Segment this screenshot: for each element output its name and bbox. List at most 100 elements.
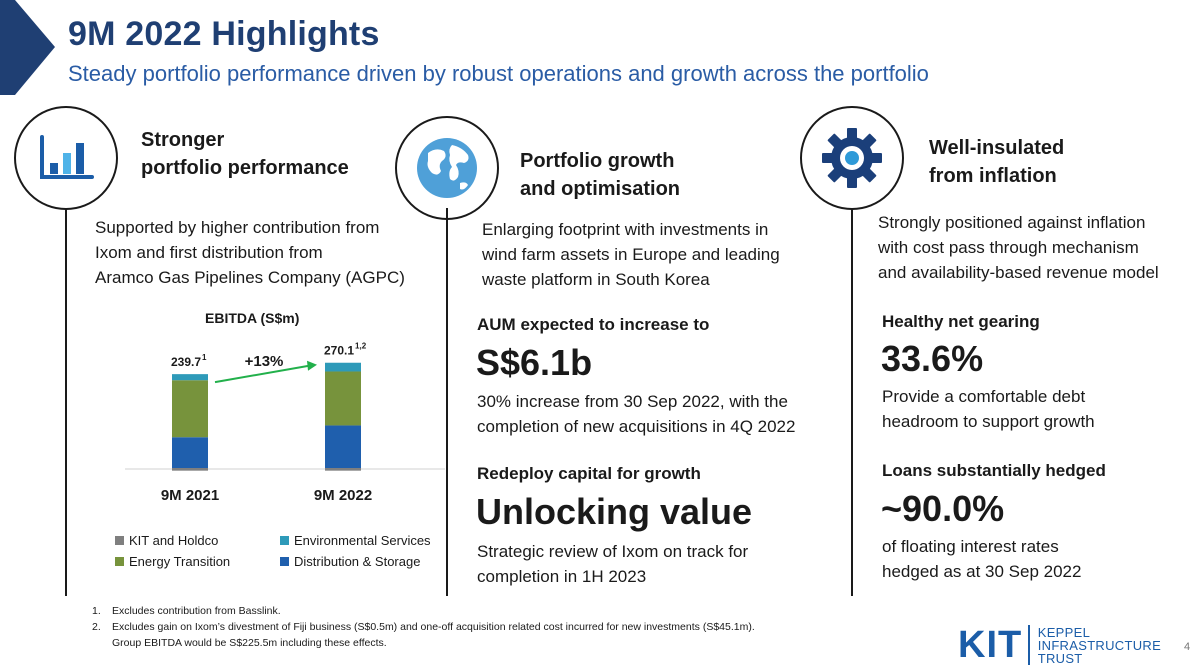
category-label: 9M 2021 [161, 487, 219, 504]
gearing-value: 33.6% [881, 338, 984, 379]
unlocking-value-text: Unlocking value [476, 491, 753, 532]
legend-item-environmental-services: Environmental Services [280, 533, 431, 548]
page-title: 9M 2022 Highlights [68, 15, 380, 53]
column-2-heading: Portfolio growth and optimisation [520, 147, 680, 203]
bar-total-superscript: 1 [202, 353, 207, 362]
bar-total-label: 270.1 [324, 344, 354, 358]
bar-segment [325, 371, 361, 426]
column-3-icon-circle [800, 106, 904, 210]
footnote-number: 2. [92, 621, 101, 633]
page-subtitle: Steady portfolio performance driven by r… [68, 61, 929, 86]
legend-item-kit-holdco: KIT and Holdco [115, 533, 218, 548]
aum-label: AUM expected to increase to [477, 315, 710, 334]
column-3-heading: Well-insulated from inflation [929, 134, 1064, 190]
legend-label: KIT and Holdco [129, 533, 219, 548]
column-1-heading-line2: portfolio performance [141, 157, 349, 179]
column-2-text-line: Enlarging footprint with investments in [482, 220, 769, 239]
bar-total-superscript: 1,2 [355, 342, 367, 351]
footnote-text: Excludes gain on Ixom’s divestment of Fi… [112, 621, 755, 633]
column-2-text-line: wind farm assets in Europe and leading [482, 245, 780, 264]
ebitda-chart: 239.7 1 9M 2021 270.1 1,2 9M 2022 +13% [125, 342, 445, 504]
header-chevron [0, 0, 55, 95]
column-1-text-line: Aramco Gas Pipelines Company (AGPC) [95, 268, 405, 287]
footnote-1: 1. Excludes contribution from Basslink. [92, 603, 755, 619]
hedged-description: of floating interest rates hedged as at … [882, 534, 1081, 584]
hedged-value: ~90.0% [881, 488, 1005, 529]
column-3-divider [851, 208, 853, 596]
bar-segment [172, 437, 208, 468]
bar-segment [325, 362, 361, 372]
growth-label: +13% [245, 353, 284, 370]
gearing-label: Healthy net gearing [882, 312, 1040, 331]
growth-arrow-head [307, 360, 317, 371]
kit-logo: KIT KEPPEL INFRASTRUCTURE TRUST [958, 625, 1161, 665]
footnote-number: 1. [92, 605, 101, 617]
logo-wordmark: KEPPEL INFRASTRUCTURE TRUST [1038, 626, 1161, 665]
column-2-heading-line2: and optimisation [520, 178, 680, 200]
column-2-icon-circle [395, 116, 499, 220]
column-1-text-line: Supported by higher contribution from [95, 218, 380, 237]
logo-divider [1028, 625, 1030, 665]
ixom-review-description: Strategic review of Ixom on track for co… [477, 539, 748, 589]
page-number: 4 [1184, 641, 1191, 653]
aum-description: 30% increase from 30 Sep 2022, with the … [477, 389, 795, 439]
column-1-heading: Stronger portfolio performance [141, 126, 349, 182]
column-1-divider [65, 208, 67, 596]
growth-arrow-line [214, 364, 310, 384]
bar-segment [172, 374, 208, 381]
footnotes: 1. Excludes contribution from Basslink. 2… [92, 603, 755, 651]
legend-swatch [115, 557, 124, 566]
globe-icon [417, 138, 477, 198]
column-3-heading-line1: Well-insulated [929, 137, 1065, 159]
bar-segment [325, 468, 361, 471]
gearing-description-line: headroom to support growth [882, 412, 1095, 431]
column-3-text-line: and availability-based revenue model [878, 263, 1159, 282]
hedged-description-line: of floating interest rates [882, 537, 1059, 556]
legend-swatch [280, 557, 289, 566]
column-3-text: Strongly positioned against inflation wi… [878, 210, 1159, 285]
aum-value: S$6.1b [476, 342, 593, 383]
column-2-text: Enlarging footprint with investments in … [482, 217, 780, 292]
footnote-2: 2. Excludes gain on Ixom’s divestment of … [92, 619, 755, 635]
legend-label: Environmental Services [294, 533, 431, 548]
bar-segment [172, 380, 208, 438]
column-1-heading-line1: Stronger [141, 129, 225, 151]
column-3-heading-line2: from inflation [929, 165, 1057, 187]
hedged-description-line: hedged as at 30 Sep 2022 [882, 562, 1082, 581]
column-1-text-line: Ixom and first distribution from [95, 243, 323, 262]
column-3-text-line: with cost pass through mechanism [878, 238, 1139, 257]
bar-total-label: 239.7 [171, 355, 201, 369]
ixom-review-line: completion in 1H 2023 [477, 567, 647, 586]
chart-title: EBITDA (S$m) [205, 310, 300, 326]
redeploy-label: Redeploy capital for growth [477, 464, 701, 483]
gearing-description: Provide a comfortable debt headroom to s… [882, 384, 1095, 434]
logo-line: KEPPEL [1037, 624, 1091, 640]
logo-line: TRUST [1037, 650, 1083, 666]
ixom-review-line: Strategic review of Ixom on track for [477, 542, 749, 561]
legend-item-distribution-storage: Distribution & Storage [280, 554, 420, 569]
legend-label: Energy Transition [129, 554, 231, 569]
footnote-text: Excludes contribution from Basslink. [112, 605, 281, 617]
legend-label: Distribution & Storage [294, 554, 421, 569]
column-1-icon-circle [14, 106, 118, 210]
bar-segment [172, 468, 208, 471]
column-1-text: Supported by higher contribution from Ix… [95, 215, 405, 290]
logo-line: INFRASTRUCTURE [1037, 637, 1162, 653]
bar-chart-icon [40, 135, 94, 179]
legend-swatch [115, 536, 124, 545]
column-2-divider [446, 208, 448, 596]
column-3-text-line: Strongly positioned against inflation [878, 213, 1146, 232]
column-2-heading-line1: Portfolio growth [520, 150, 675, 172]
column-2-text-line: waste platform in South Korea [482, 270, 710, 289]
category-label: 9M 2022 [314, 487, 372, 504]
legend-swatch [280, 536, 289, 545]
gearing-description-line: Provide a comfortable debt [882, 387, 1086, 406]
aum-description-line: completion of new acquisitions in 4Q 202… [477, 417, 796, 436]
logo-mark: KIT [958, 624, 1023, 666]
footnote-text-continued: Group EBITDA would be S$225.5m including… [112, 637, 387, 649]
legend-item-energy-transition: Energy Transition [115, 554, 230, 569]
hedged-label: Loans substantially hedged [882, 461, 1106, 480]
aum-description-line: 30% increase from 30 Sep 2022, with the [477, 392, 788, 411]
gear-icon [822, 128, 882, 188]
bar-segment [325, 425, 361, 468]
